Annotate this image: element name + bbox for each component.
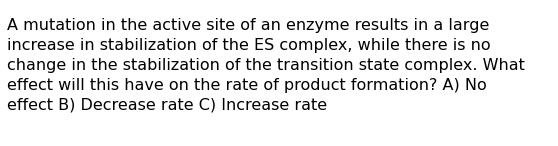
- Text: A mutation in the active site of an enzyme results in a large
increase in stabil: A mutation in the active site of an enzy…: [7, 18, 525, 113]
